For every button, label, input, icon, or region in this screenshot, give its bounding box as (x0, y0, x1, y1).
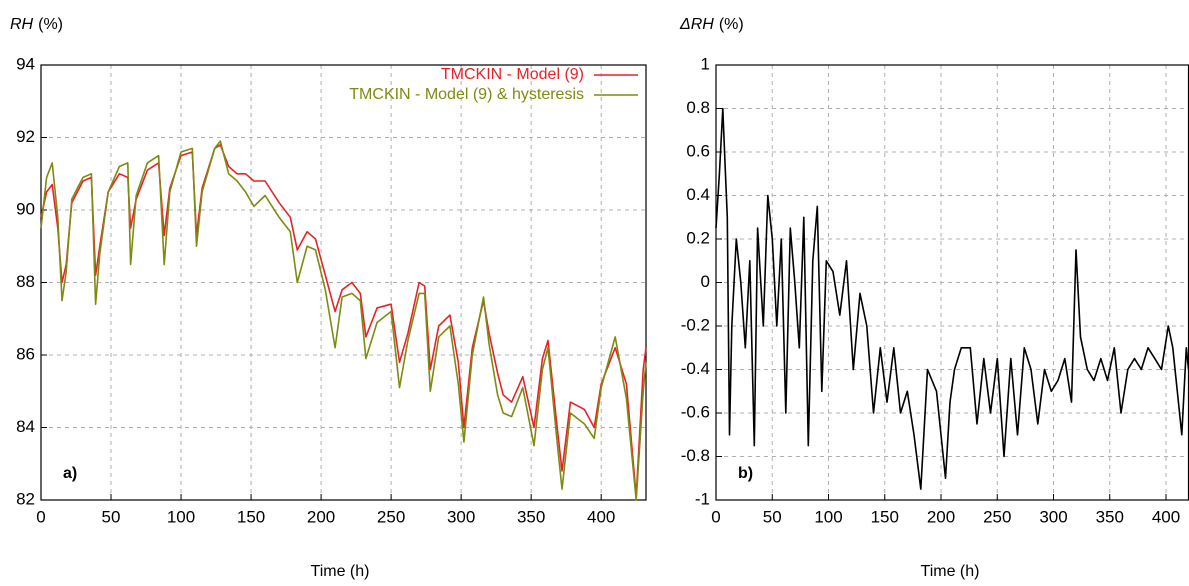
y-label-var: RH (10, 16, 34, 33)
y-tick-label: -0.2 (681, 315, 710, 334)
y-tick-label: -0.6 (681, 402, 710, 421)
x-tick-label: 400 (587, 507, 615, 526)
x-tick-label: 150 (871, 507, 899, 526)
data-line (40, 144, 647, 498)
y-tick-label: 82 (16, 489, 35, 508)
y-tick-label: -1 (695, 489, 710, 508)
legend-label: TMCKIN - Model (9) (441, 66, 584, 83)
y-tick-label: 1 (701, 54, 710, 73)
x-tick-label: 50 (763, 507, 782, 526)
x-tick-label: 100 (167, 507, 195, 526)
y-tick-label: 0 (701, 272, 710, 291)
x-axis-label: Time (h) (921, 563, 980, 580)
y-tick-label: 86 (16, 344, 35, 363)
plot-frame (40, 64, 647, 501)
y-label-unit: (%) (38, 16, 63, 33)
y-tick-label: 0.6 (686, 141, 710, 160)
x-tick-label: 300 (447, 507, 475, 526)
y-axis-label: ΔRH (%) (679, 16, 744, 33)
x-tick-label: 200 (927, 507, 955, 526)
y-tick-label: 92 (16, 127, 35, 146)
x-tick-label: 0 (36, 507, 45, 526)
annotation: a) (63, 465, 77, 482)
x-tick-label: 200 (307, 507, 335, 526)
y-tick-label: 0.2 (686, 228, 710, 247)
annotation: b) (738, 465, 753, 482)
data-line (715, 107, 1189, 490)
y-tick-label: -0.4 (681, 359, 710, 378)
x-tick-label: 250 (377, 507, 405, 526)
x-tick-label: 50 (102, 507, 121, 526)
y-tick-label: 94 (16, 54, 35, 73)
y-tick-label: 90 (16, 199, 35, 218)
y-tick-label: -0.8 (681, 446, 710, 465)
x-axis-label: Time (h) (311, 563, 370, 580)
y-tick-label: 0.8 (686, 98, 710, 117)
x-tick-label: 0 (711, 507, 720, 526)
x-tick-label: 150 (237, 507, 265, 526)
x-tick-label: 100 (814, 507, 842, 526)
data-line (40, 140, 647, 501)
y-tick-label: 0.4 (686, 185, 710, 204)
x-tick-label: 300 (1039, 507, 1067, 526)
x-tick-label: 400 (1152, 507, 1180, 526)
y-label-unit: (%) (719, 16, 744, 33)
y-tick-label: 88 (16, 272, 35, 291)
x-tick-label: 350 (1096, 507, 1124, 526)
legend-label: TMCKIN - Model (9) & hysteresis (349, 86, 584, 103)
x-tick-label: 350 (517, 507, 545, 526)
y-tick-label: 84 (16, 417, 35, 436)
y-axis-label: RH (%) (10, 16, 63, 33)
x-tick-label: 250 (983, 507, 1011, 526)
y-label-var: ΔRH (679, 16, 714, 33)
